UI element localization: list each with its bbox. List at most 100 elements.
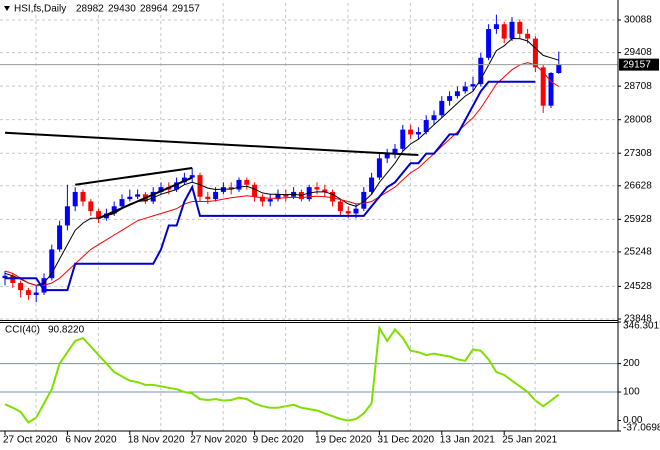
candle-body [369,177,375,192]
candle-body [197,175,203,197]
candle-body [509,21,515,39]
candle-body [345,211,351,214]
candle-body [376,158,382,178]
candle-body [236,179,242,190]
current-price-label: 29157 [623,59,651,70]
candle-body [353,208,359,214]
candle-body [525,33,531,39]
current-price-box [619,58,659,71]
candle-body [267,199,273,202]
candle-body [486,29,492,58]
candle-body [470,84,476,87]
trendline [98,176,193,220]
x-tick-label: 27 Nov 2020 [190,435,247,446]
x-tick-label: 27 Oct 2020 [3,435,58,446]
candle-body [127,196,133,200]
candle-body [158,187,164,192]
y-tick-label: -37.0698 [623,423,660,434]
y-tick-label: 25248 [624,247,652,258]
candle-body [548,73,554,106]
candle-body [174,182,180,190]
candle-body [439,100,445,116]
candle-body [501,24,507,39]
candle-body [72,191,78,207]
trendline [4,131,419,157]
candle-body [244,179,250,185]
y-tick-label: 346.3017 [623,321,660,332]
candle-body [252,184,258,197]
candle-body [330,191,336,202]
candle-body [454,91,460,97]
candle-body [517,21,523,34]
x-tick-label: 31 Dec 2020 [377,435,434,446]
candle-body [96,211,102,219]
x-tick-label: 19 Dec 2020 [315,435,372,446]
candle-body [57,225,63,250]
x-tick-label: 18 Nov 2020 [128,435,185,446]
candle-body [493,24,499,30]
ohlc-close: 29157 [172,4,200,15]
candle-body [205,196,211,200]
candle-body [80,191,86,202]
candle-body [408,129,414,135]
candle-body [119,199,125,207]
candle-body [25,290,31,295]
candle-body [33,292,39,295]
candle-body [447,96,453,101]
y-tick-label: 100 [623,387,640,398]
y-tick-label: 28008 [624,114,652,125]
y-tick-label: 24528 [624,281,652,292]
candle-body [392,148,398,154]
ohlc-high: 29430 [108,4,136,15]
menu-icon [4,6,10,11]
indicator-line [4,62,560,286]
candle-body [384,153,390,159]
candle-body [189,175,195,178]
chart-title: HSI,fs,Daily [14,4,66,15]
candle-body [88,201,94,212]
candle-body [228,187,234,190]
x-tick-label: 25 Jan 2021 [502,435,557,446]
candle-body [314,187,320,190]
candle-body [532,38,538,68]
candle-body [135,194,141,197]
x-tick-label: 9 Dec 2020 [253,435,305,446]
candle-body [478,57,484,85]
indicator-line [4,38,559,286]
y-tick-label: 200 [623,358,640,369]
candle-body [275,194,281,200]
indicator-value: 90.8220 [48,325,85,336]
x-tick-label: 13 Jan 2021 [440,435,495,446]
candle-body [556,64,562,74]
candle-body [415,132,421,135]
trendline [75,166,193,186]
candle-body [361,191,367,209]
cci-line [4,325,560,424]
candle-body [150,191,156,202]
candle-body [283,194,289,197]
candle-body [400,129,406,149]
y-tick-label: 29408 [624,47,652,58]
candle-body [10,275,16,283]
candle-body [259,196,265,202]
candle-body [213,191,219,200]
y-tick-label: 25928 [624,214,652,225]
ohlc-low: 28964 [140,4,168,15]
candle-body [64,206,70,226]
candle-body [431,115,437,121]
y-tick-label: 26628 [624,180,652,191]
y-tick-label: 28708 [624,81,652,92]
candle-body [337,201,343,212]
candle-body [540,67,546,106]
candle-body [462,86,468,92]
candle-body [2,275,8,279]
y-tick-label: 27308 [624,148,652,159]
candle-body [111,206,117,214]
candle-body [49,249,55,279]
y-tick-label: 23848 [624,314,652,325]
candle-body [322,189,328,192]
y-tick-label: 30088 [624,15,652,26]
indicator-line [5,80,536,292]
candle-body [18,282,24,291]
